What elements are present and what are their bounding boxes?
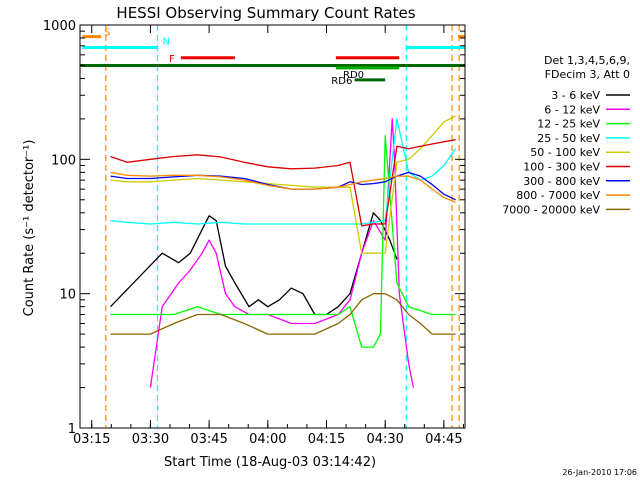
y-axis-label: Count Rate (s⁻¹ detector⁻¹) [22,140,37,317]
legend-header-0: Det 1,3,4,5,6,9, [544,54,630,67]
x-tick-label-5: 04:30 [366,432,403,447]
flag-label-RD6: RD6 [331,76,352,87]
flag-label-F: F [169,54,175,65]
x-tick-label-4: 04:15 [308,432,345,447]
vertical-markers [105,25,460,428]
series-line-2 [110,135,456,348]
legend-header-1: FDecim 3, Att 0 [545,68,630,81]
legend-label-2: 12 - 25 keV [537,118,600,131]
flag-label-N: N [162,36,169,47]
legend-label-4: 50 - 100 keV [530,146,600,159]
plot-frame [79,24,466,429]
series-lines [110,115,457,388]
x-tick-label-2: 03:45 [190,432,227,447]
series-line-3 [110,118,457,225]
legend-label-0: 3 - 6 keV [551,89,600,102]
x-tick-label-1: 03:30 [132,432,169,447]
legend-label-6: 300 - 800 keV [523,175,600,188]
y-axis-ticks: 1 10 100 1000 [43,19,465,437]
x-axis-label: Start Time (18-Aug-03 03:14:42) [164,455,376,470]
series-line-7 [110,171,456,203]
legend-label-5: 100 - 300 keV [523,161,600,174]
y-tick-label-0: 1 [68,422,76,437]
x-tick-label-6: 04:45 [425,432,462,447]
timestamp: 26-Jan-2010 17:06 [562,468,637,477]
series-line-1 [149,118,415,388]
x-tick-label-0: 03:15 [73,432,110,447]
y-tick-label-2: 100 [51,153,76,168]
chart-title: HESSI Observing Summary Count Rates [116,4,415,22]
legend: Det 1,3,4,5,6,9,FDecim 3, Att 0 3 - 6 keV… [502,54,630,216]
x-axis-ticks: 03:15 03:30 03:45 04:00 04:15 04:30 04:45 [73,25,464,447]
series-line-0 [110,212,398,316]
series-line-4 [110,115,456,254]
x-tick-label-3: 04:00 [249,432,286,447]
flag-label-RD0: RD0 [343,70,364,81]
legend-label-3: 25 - 50 keV [537,132,600,145]
y-tick-label-3: 1000 [43,19,76,34]
series-line-5 [110,139,456,227]
flag-label-S: S [104,28,110,39]
legend-label-8: 7000 - 20000 keV [502,203,600,216]
legend-label-1: 6 - 12 keV [544,103,600,116]
y-tick-label-1: 10 [59,288,76,303]
series-line-8 [110,293,456,335]
legend-label-7: 800 - 7000 keV [516,189,600,202]
